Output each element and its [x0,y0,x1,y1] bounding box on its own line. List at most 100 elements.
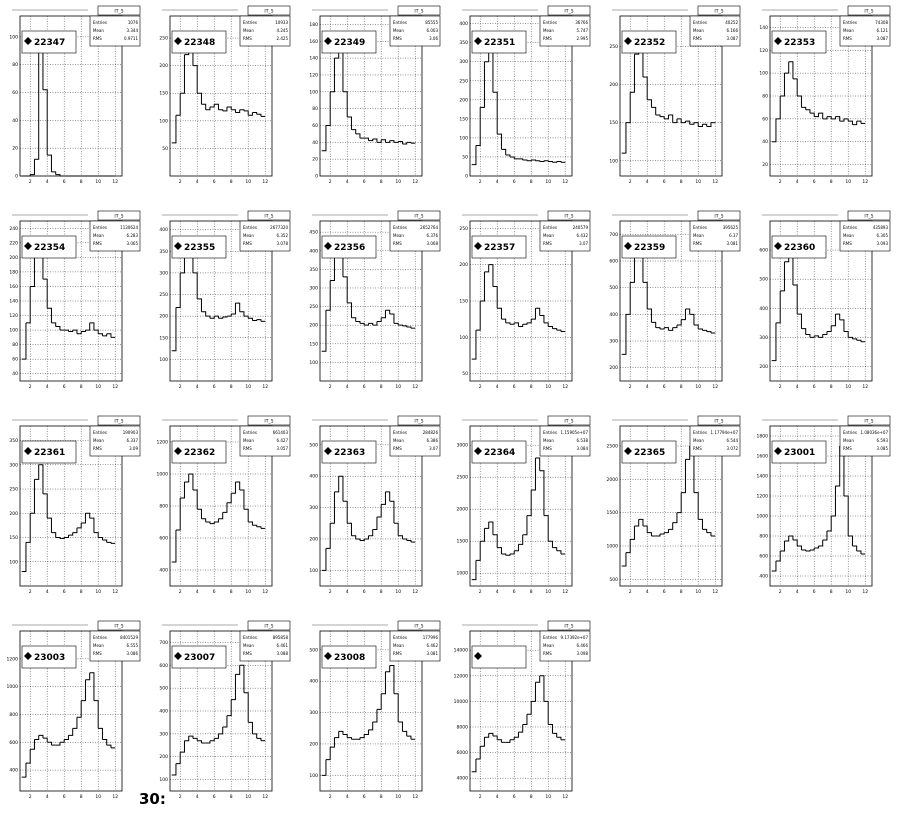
stats-value: 3.086 [127,651,139,656]
histogram-bin [642,281,648,309]
x-tick-label: 8 [380,794,383,800]
histogram-bin [655,534,661,537]
histogram-bin [372,138,378,143]
stats-box [239,15,291,47]
x-tick-label: 12 [862,384,868,390]
label-box [21,30,77,54]
x-tick-label: 6 [63,179,66,185]
stats-box [539,630,591,662]
panel: 20 40 60 80 100 120 140 2 4 6 8 10 12 IT_5 Entries 7430… [759,5,891,185]
stats-name: Mean [393,233,404,238]
label-box [771,30,827,54]
histogram-bin [852,545,858,551]
y-tick-label: 20 [312,157,318,163]
panel-title: IT_5 [864,419,873,425]
histogram-bin [672,118,678,124]
histogram-bin [556,329,562,332]
histogram-bin [788,61,794,79]
y-tick-label: 200 [159,63,168,69]
stats-box [839,15,891,47]
label-marker [24,37,32,45]
histogram-bin [856,339,862,342]
x-tick-label: 10 [95,384,101,390]
histogram-bin [368,721,374,731]
plot-frame [469,630,573,792]
histogram-bin [406,326,412,329]
histogram-bin [689,122,695,125]
histogram-bin [497,133,502,150]
histogram-bin [797,95,802,108]
y-tick-label: 100 [9,559,18,565]
stats-value: 85555 [425,20,438,25]
histogram-bin [647,99,652,108]
histogram-bin [406,141,412,144]
x-tick-label: 4 [496,384,499,390]
histogram-bin [702,123,708,127]
histogram-bin [698,124,703,127]
histogram-bin [518,324,524,327]
histogram-bin [248,112,253,116]
panel: 100 200 300 400 500 600 700 2 4 6 8 10 12 IT_5 Entries… [159,620,291,800]
histogram-bin [398,721,403,732]
x-tick-label: 2 [179,179,182,185]
histogram-bin [672,325,678,329]
stats-value: 3.093 [877,241,889,246]
x-tick-label: 2 [629,384,632,390]
histogram-bin [42,278,48,309]
histogram-bin [518,534,524,545]
stats-name: Entries [243,430,257,435]
x-tick-label: 12 [412,589,418,595]
histogram-bin [68,532,74,536]
histogram-bin [171,530,177,563]
stats-name: Mean [243,438,254,443]
histogram-bin [381,491,386,505]
title-box [247,5,291,16]
stats-name: Entries [543,20,557,25]
y-tick-label: 100 [9,34,18,40]
y-tick-label: 200 [9,255,18,261]
stats-value: 3.344 [127,28,139,33]
histogram-bin [30,257,35,287]
histogram-bin [685,120,691,125]
histogram-bin [681,121,686,124]
y-tick-label: 1000 [7,684,19,690]
histogram-bin [676,319,682,326]
run-label: 22357 [484,243,515,253]
stats-box [389,220,441,252]
histogram-bin [501,553,507,556]
stats-name: Mean [693,233,704,238]
plot-frame [619,220,723,382]
stats-value: 3.084 [577,446,589,451]
panel: 100 150 200 250 300 350 400 450 2 4 6 8 10 12 IT_5 Entr… [309,210,441,390]
x-tick-label: 12 [112,384,118,390]
histogram-bin [93,329,99,334]
panel: 100 150 200 250 300 350 400 2 4 6 8 10 12 IT_5 Entries… [159,210,291,390]
label-marker [474,242,482,250]
label-box [771,440,827,464]
histogram-bin [235,665,241,675]
histogram-bin [55,537,61,539]
panel: 50 100 150 200 250 2 4 6 8 10 12 IT_5 Entries 240579 M… [459,210,591,390]
x-tick-label: 8 [530,179,533,185]
y-tick-label: 1500 [607,510,619,516]
histogram-bin [25,174,31,177]
histogram-bin [51,171,57,175]
stats-name: RMS [543,36,552,41]
stats-name: RMS [243,651,252,656]
stats-value: 190903 [123,430,139,435]
y-tick-label: 1000 [757,514,769,520]
histogram-bin [676,492,682,514]
histogram-bin [376,504,382,518]
histogram-bin [630,255,635,283]
histogram-bin [330,250,335,282]
histogram-bin [180,54,185,94]
y-tick-label: 1800 [757,434,769,440]
stats-value: 3.057 [277,446,289,451]
y-tick-label: 0 [465,174,468,180]
histogram-bin [89,672,95,701]
histogram-bin [214,315,219,319]
histogram-bin [98,537,103,540]
histogram-bin [85,512,91,519]
label-box [471,645,527,669]
stats-box [89,425,141,457]
